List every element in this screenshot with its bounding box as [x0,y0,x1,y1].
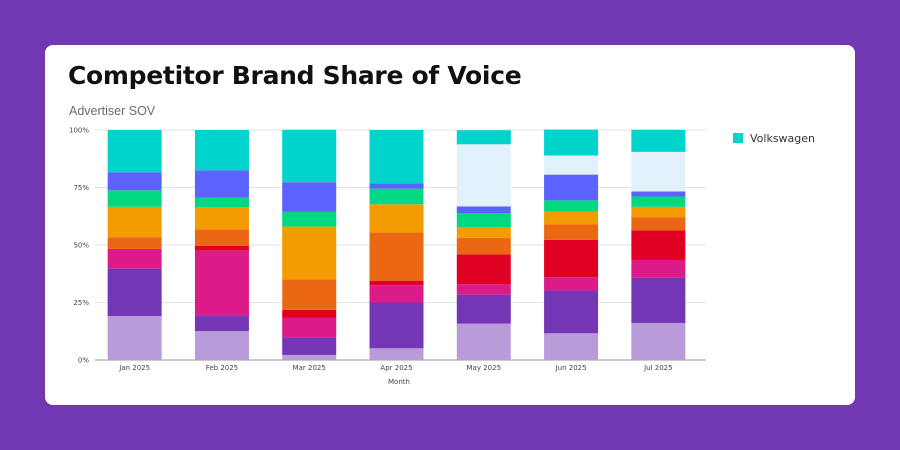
bar-segment [282,337,337,355]
bar-segment [282,211,337,227]
bar-segment [456,144,511,207]
bar-segment [544,290,599,334]
y-tick-label: 0% [78,357,89,365]
bar-segment [369,302,424,349]
bar-segment [631,322,686,360]
bar-segment [631,259,686,278]
bar-segment [194,331,249,360]
bar-segment [107,268,162,317]
bar-segment [282,182,337,212]
chart-card: Competitor Brand Share of Voice Advertis… [45,45,855,405]
bar-segment [107,190,162,207]
legend-swatch [733,133,743,143]
page-title: Competitor Brand Share of Voice [68,61,522,90]
x-tick-label: Jun 2025 [555,364,587,372]
bar-segment [194,245,249,251]
chart-subtitle: Advertiser SOV [69,104,156,118]
bar-segment [107,172,162,191]
y-tick-label: 100% [69,127,89,135]
bar-segment [107,237,162,249]
bar-segment [282,129,337,183]
y-tick-label: 25% [73,299,89,307]
bar-segment [369,348,424,360]
bar-segment [544,211,599,225]
bar-segment [369,188,424,205]
bar-segment [456,130,511,145]
bar-segment [544,333,599,360]
x-tick-label: Apr 2025 [380,364,412,372]
x-tick-label: Jul 2025 [643,364,673,372]
bar-segment [544,155,599,175]
bar-segment [544,277,599,291]
bar-segment [369,232,424,281]
bar-segment [631,196,686,207]
bar-segment [194,250,249,316]
bar-segment [631,129,686,152]
bar-segment [369,183,424,189]
y-tick-label: 50% [73,242,89,250]
bar-segment [282,317,337,338]
bar-segment [631,206,686,218]
bar-segment [631,191,686,197]
bar-segment [369,204,424,233]
x-tick-label: Mar 2025 [293,364,326,372]
bar-segment [194,229,249,246]
bar-segment [369,285,424,303]
bar-segment [282,226,337,280]
bar-segment [456,323,511,360]
x-axis-label: Month [388,378,410,386]
bar-segment [456,284,511,295]
bar-segment [631,151,686,192]
bar-segment [456,254,511,285]
bar-segment [631,217,686,231]
legend-label: Volkswagen [750,132,815,145]
bar-segment [369,280,424,286]
bar-segment [631,230,686,260]
bar-segment [194,197,249,208]
bar-segment [107,206,162,238]
bar-segment [456,213,511,228]
bar-segment [544,174,599,201]
bar-segment [631,277,686,323]
bar-segment [282,309,337,318]
bar-segment [544,129,599,156]
bar-segment [282,354,337,360]
y-tick-label: 75% [73,184,89,192]
bar-segment [107,248,162,269]
bar-segment [456,294,511,324]
bar-segment [107,316,162,360]
bar-segment [456,237,511,255]
bar-segment [544,239,599,278]
bar-segment [194,315,249,332]
x-tick-label: Feb 2025 [206,364,238,372]
bar-segment [544,224,599,240]
bar-segment [194,130,249,171]
x-tick-label: Jan 2025 [118,364,150,372]
bar-segment [194,170,249,198]
bar-segment [369,130,424,184]
x-tick-label: May 2025 [467,364,502,372]
bar-segment [544,200,599,212]
bar-segment [107,130,162,173]
bar-segment [194,207,249,230]
bar-segment [456,227,511,238]
bar-segment [282,279,337,310]
bar-segment [456,206,511,214]
